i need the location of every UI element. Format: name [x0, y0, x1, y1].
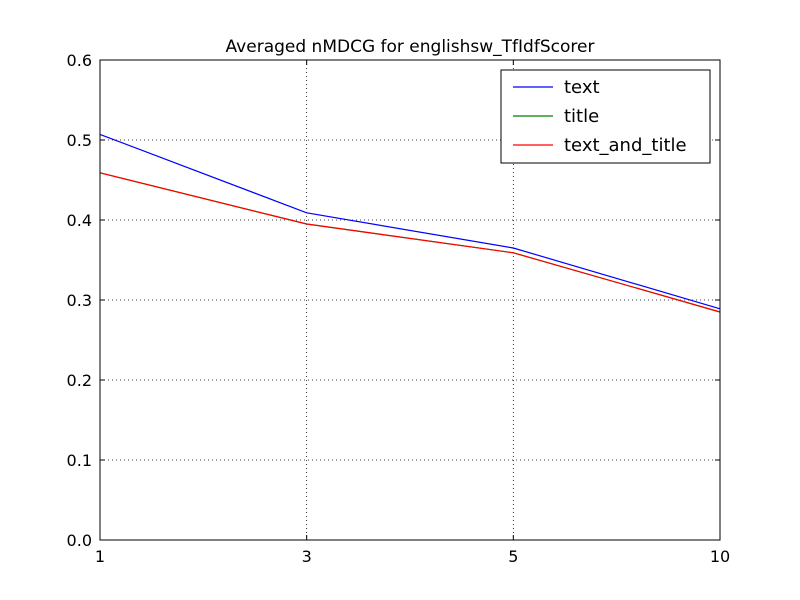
legend-label: title — [564, 106, 599, 127]
chart-title: Averaged nMDCG for englishsw_TfIdfScorer — [226, 37, 595, 57]
plot-frame — [99, 59, 721, 541]
x-tick-label: 3 — [302, 547, 312, 566]
line-series — [99, 172, 721, 313]
line-series — [99, 133, 721, 310]
y-tick-label: 0.5 — [67, 131, 92, 150]
y-tick-label: 0.6 — [67, 51, 92, 70]
legend-label: text_and_title — [564, 135, 687, 156]
y-tick-label: 0.2 — [67, 371, 92, 390]
y-tick-label: 0.4 — [67, 211, 92, 230]
y-tick-label: 0.1 — [67, 451, 92, 470]
x-tick-label: 10 — [710, 547, 730, 566]
x-tick-label: 5 — [508, 547, 518, 566]
legend-label: text — [564, 77, 600, 98]
y-tick-label: 0.3 — [67, 291, 92, 310]
x-tick-label: 1 — [95, 547, 105, 566]
y-tick-label: 0.0 — [67, 531, 92, 550]
